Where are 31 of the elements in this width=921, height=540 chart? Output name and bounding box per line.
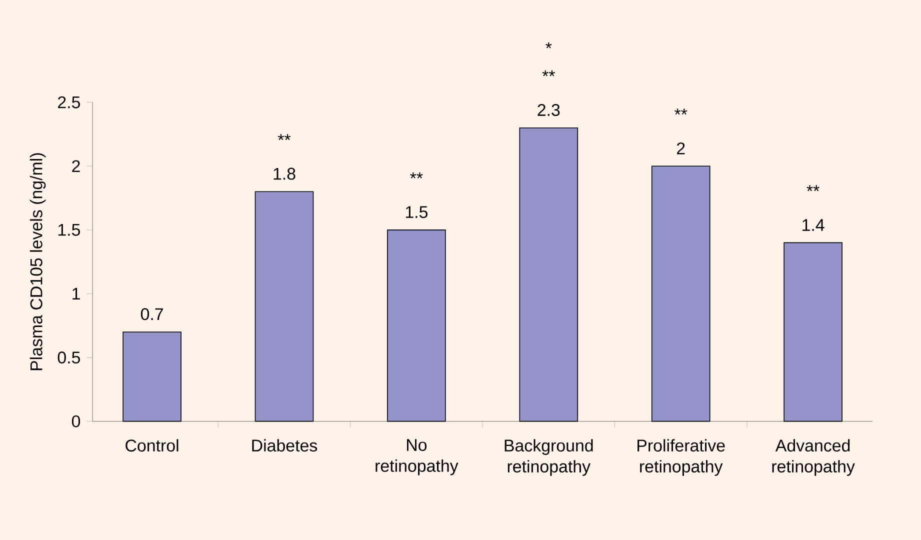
data-label: 1.8: [274, 168, 296, 180]
data-label: 2.3: [538, 104, 560, 116]
y-tick-label: 2.5: [58, 96, 80, 108]
bar: [254, 191, 314, 422]
text: *: [546, 42, 552, 48]
bar: [122, 332, 182, 422]
annotation: **: [410, 172, 423, 178]
x-tick-label: Proliferative retinopathy: [638, 439, 725, 476]
bar: [784, 242, 842, 422]
annotation: **: [278, 134, 291, 140]
x-tick-label: Control: [126, 439, 178, 452]
x-tick-label: Diabetes: [252, 439, 318, 452]
x-tick-label: Background retinopathy: [504, 439, 593, 476]
bar: [387, 230, 446, 422]
annotation: **: [806, 185, 820, 192]
x-tick-label: Advanced retinopathy: [772, 439, 855, 476]
y-tick-label: 0.5: [58, 352, 80, 364]
data-label: 1.5: [406, 206, 428, 218]
bar: [519, 127, 578, 422]
y-axis-title: Plasma CD105 levels (ng/ml): [30, 153, 46, 370]
data-label: 0.7: [140, 308, 163, 320]
data-label: 2: [677, 142, 685, 154]
bar: [651, 166, 710, 422]
annotation: **: [674, 108, 688, 115]
y-tick-label: 1: [72, 288, 80, 300]
y-tick-label: 2: [72, 160, 80, 172]
text: **: [542, 70, 555, 76]
data-label: 1.4: [802, 219, 824, 231]
x-tick-label: No retinopathy: [376, 439, 458, 476]
y-tick-label: 1.5: [58, 224, 80, 236]
y-tick-label: 0: [72, 415, 80, 428]
